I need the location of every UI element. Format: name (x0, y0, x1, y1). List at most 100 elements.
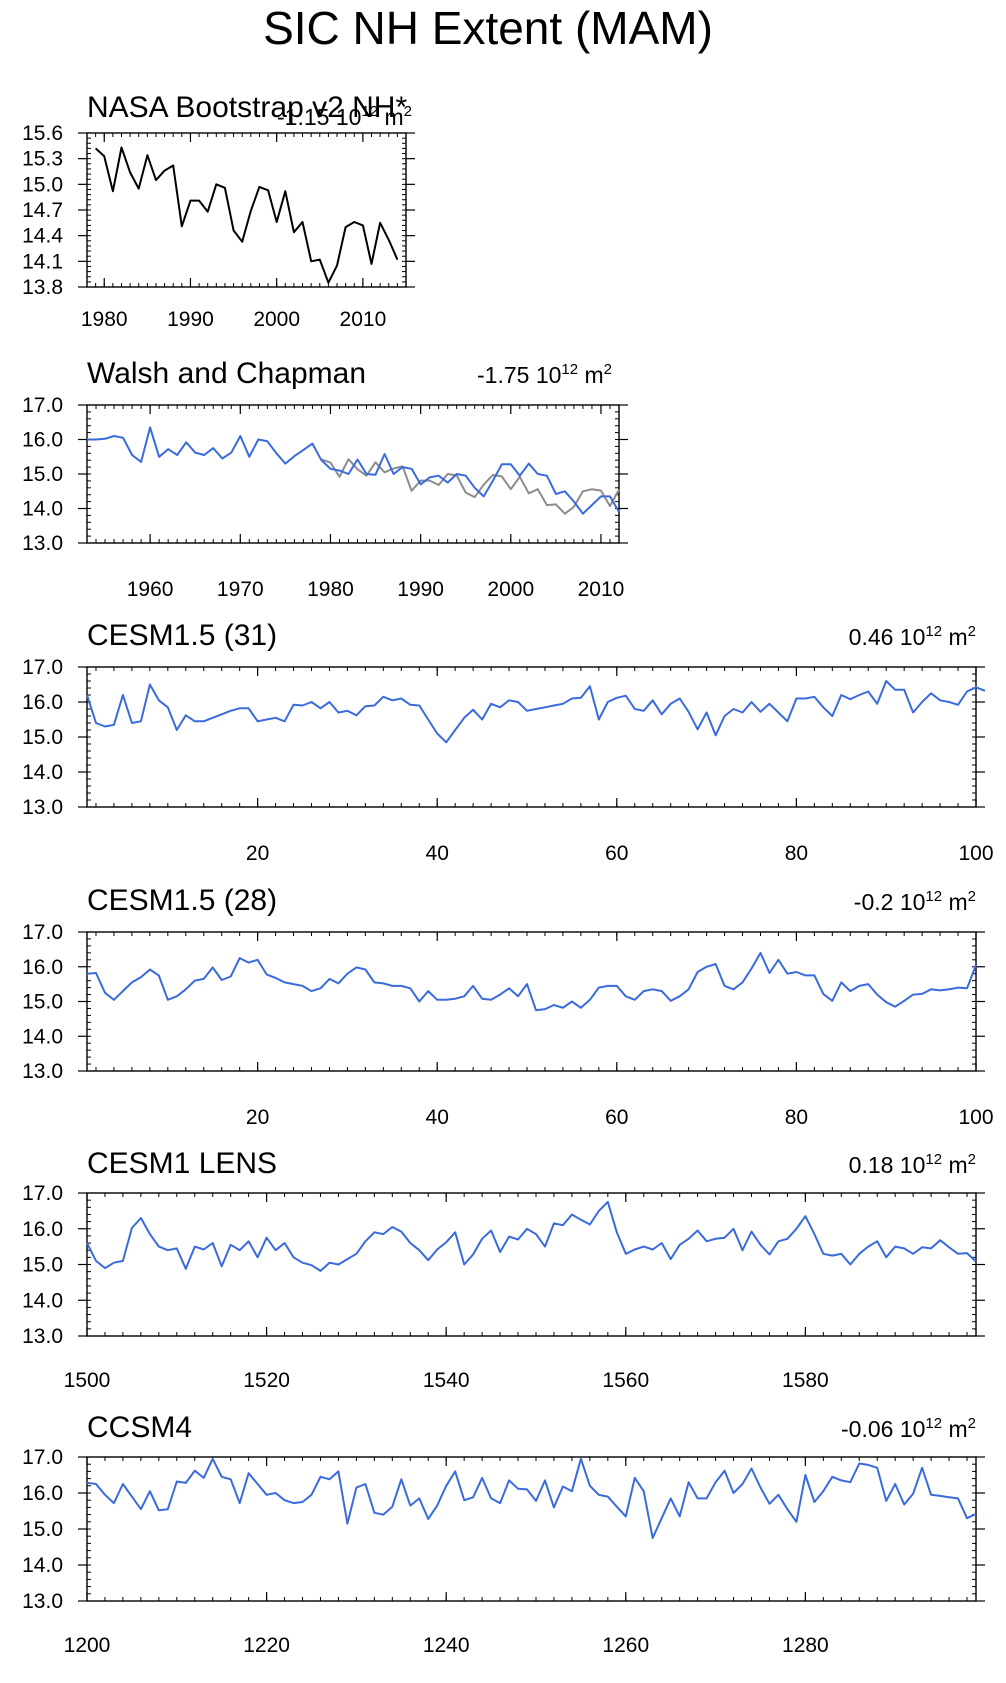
trend-value: -0.06 10 (841, 1416, 925, 1442)
x-tick-label: 60 (605, 1106, 628, 1129)
plot-frame (86, 931, 977, 1072)
y-tick-label: 15.0 (22, 726, 63, 749)
x-tick-label: 1990 (397, 578, 444, 601)
y-tick-label: 15.0 (22, 463, 63, 486)
trend-label: -1.75 1012 m2 (477, 361, 612, 388)
y-tick-label: 17.0 (22, 1446, 63, 1469)
trend-unit-suffix: m (942, 889, 968, 915)
y-tick-label: 15.0 (22, 1254, 63, 1277)
trend-suffix-exponent: 2 (404, 103, 412, 120)
trend-suffix-exponent: 2 (604, 361, 612, 378)
series-line (321, 458, 620, 515)
x-tick-label: 80 (785, 1106, 808, 1129)
chart-title: CESM1 LENS (87, 1147, 277, 1180)
trend-unit-suffix: m (942, 1152, 968, 1178)
trend-label: -1.15 1012 m2 (277, 103, 412, 130)
trend-label: -0.2 1012 m2 (854, 888, 976, 915)
page-title: SIC NH Extent (MAM) (263, 2, 713, 54)
plot-frame (86, 666, 977, 808)
trend-suffix-exponent: 2 (968, 1415, 976, 1432)
y-tick-label: 15.0 (22, 1518, 63, 1541)
x-tick-label: 40 (426, 1106, 449, 1129)
y-tick-label: 14.7 (22, 199, 63, 222)
x-tick-label: 1990 (167, 308, 214, 331)
y-tick-label: 17.0 (22, 394, 63, 417)
series-line (86, 680, 986, 744)
x-tick-label: 80 (785, 842, 808, 865)
x-tick-label: 2000 (487, 578, 534, 601)
trend-unit-exponent: 12 (925, 1151, 942, 1168)
y-tick-label: 14.0 (22, 1554, 63, 1577)
trend-label: -0.06 1012 m2 (841, 1415, 976, 1442)
x-tick-label: 1240 (423, 1634, 470, 1657)
y-tick-label: 14.4 (22, 225, 63, 248)
trend-unit-suffix: m (378, 104, 404, 130)
trend-unit-exponent: 12 (925, 623, 942, 640)
y-tick-label: 14.1 (22, 250, 63, 273)
chart-panel: CESM1 LENS 0.18 1012 m2 1500 1520 1540 1560 15… (22, 1147, 985, 1392)
series-line (87, 426, 620, 515)
trend-unit-suffix: m (942, 1416, 968, 1442)
y-tick-label: 13.0 (22, 1590, 63, 1613)
y-tick-label: 13.0 (22, 532, 63, 555)
y-tick-label: 17.0 (22, 656, 63, 679)
chart-title: CESM1.5 (31) (87, 619, 277, 652)
trend-value: -0.2 10 (854, 889, 926, 915)
series-line (86, 1457, 977, 1539)
y-tick-label: 16.0 (22, 956, 63, 979)
y-tick-label: 14.0 (22, 498, 63, 521)
x-tick-label: 2010 (340, 308, 387, 331)
y-tick-label: 13.0 (22, 1060, 63, 1083)
y-tick-label: 16.0 (22, 1218, 63, 1241)
y-tick-label: 15.0 (22, 173, 63, 196)
x-tick-label: 1970 (217, 578, 264, 601)
chart-title: CESM1.5 (28) (87, 884, 277, 917)
x-tick-label: 1980 (307, 578, 354, 601)
x-tick-label: 1960 (127, 578, 174, 601)
chart-panel: CESM1.5 (28) -0.2 1012 m2 20 40 60 80 100 13.0 1… (22, 884, 993, 1129)
trend-label: 0.46 1012 m2 (849, 623, 976, 650)
x-tick-label: 1260 (602, 1634, 649, 1657)
y-tick-label: 17.0 (22, 1182, 63, 1205)
y-tick-label: 15.3 (22, 148, 63, 171)
chart-panel: Walsh and Chapman -1.75 1012 m2 1960 1970 19… (22, 357, 628, 601)
trend-suffix-exponent: 2 (968, 888, 976, 905)
x-tick-label: 2000 (253, 308, 300, 331)
y-tick-label: 14.0 (22, 1289, 63, 1312)
x-tick-label: 1540 (423, 1369, 470, 1392)
trend-suffix-exponent: 2 (968, 1151, 976, 1168)
trend-unit-exponent: 12 (561, 361, 578, 378)
x-tick-label: 1560 (602, 1369, 649, 1392)
y-tick-label: 16.0 (22, 691, 63, 714)
y-tick-label: 17.0 (22, 921, 63, 944)
y-tick-label: 13.8 (22, 276, 63, 299)
y-tick-label: 14.0 (22, 761, 63, 784)
trend-value: 0.18 10 (849, 1152, 926, 1178)
trend-unit-suffix: m (942, 624, 968, 650)
chart-panel: CESM1.5 (31) 0.46 1012 m2 20 40 60 80 100 13.0 1… (22, 619, 993, 865)
trend-label: 0.18 1012 m2 (849, 1151, 976, 1178)
x-tick-label: 20 (246, 842, 269, 865)
x-tick-label: 1980 (81, 308, 128, 331)
plot-frame (86, 1456, 977, 1602)
x-tick-label: 100 (958, 1106, 993, 1129)
trend-unit-exponent: 12 (361, 103, 378, 120)
x-tick-label: 20 (246, 1106, 269, 1129)
y-tick-label: 13.0 (22, 796, 63, 819)
series-line (94, 146, 399, 284)
series-line (86, 1200, 977, 1272)
chart-panel: CCSM4 -0.06 1012 m2 1200 1220 1240 1260 1280 13… (22, 1411, 985, 1657)
x-tick-label: 1220 (243, 1634, 290, 1657)
x-tick-label: 40 (426, 842, 449, 865)
x-tick-label: 1580 (782, 1369, 829, 1392)
trend-unit-exponent: 12 (925, 888, 942, 905)
x-tick-label: 60 (605, 842, 628, 865)
y-tick-label: 16.0 (22, 429, 63, 452)
x-tick-label: 100 (958, 842, 993, 865)
y-tick-label: 15.6 (22, 122, 63, 145)
y-tick-label: 13.0 (22, 1325, 63, 1348)
trend-value: -1.75 10 (477, 362, 561, 388)
chart-title: Walsh and Chapman (87, 357, 366, 390)
